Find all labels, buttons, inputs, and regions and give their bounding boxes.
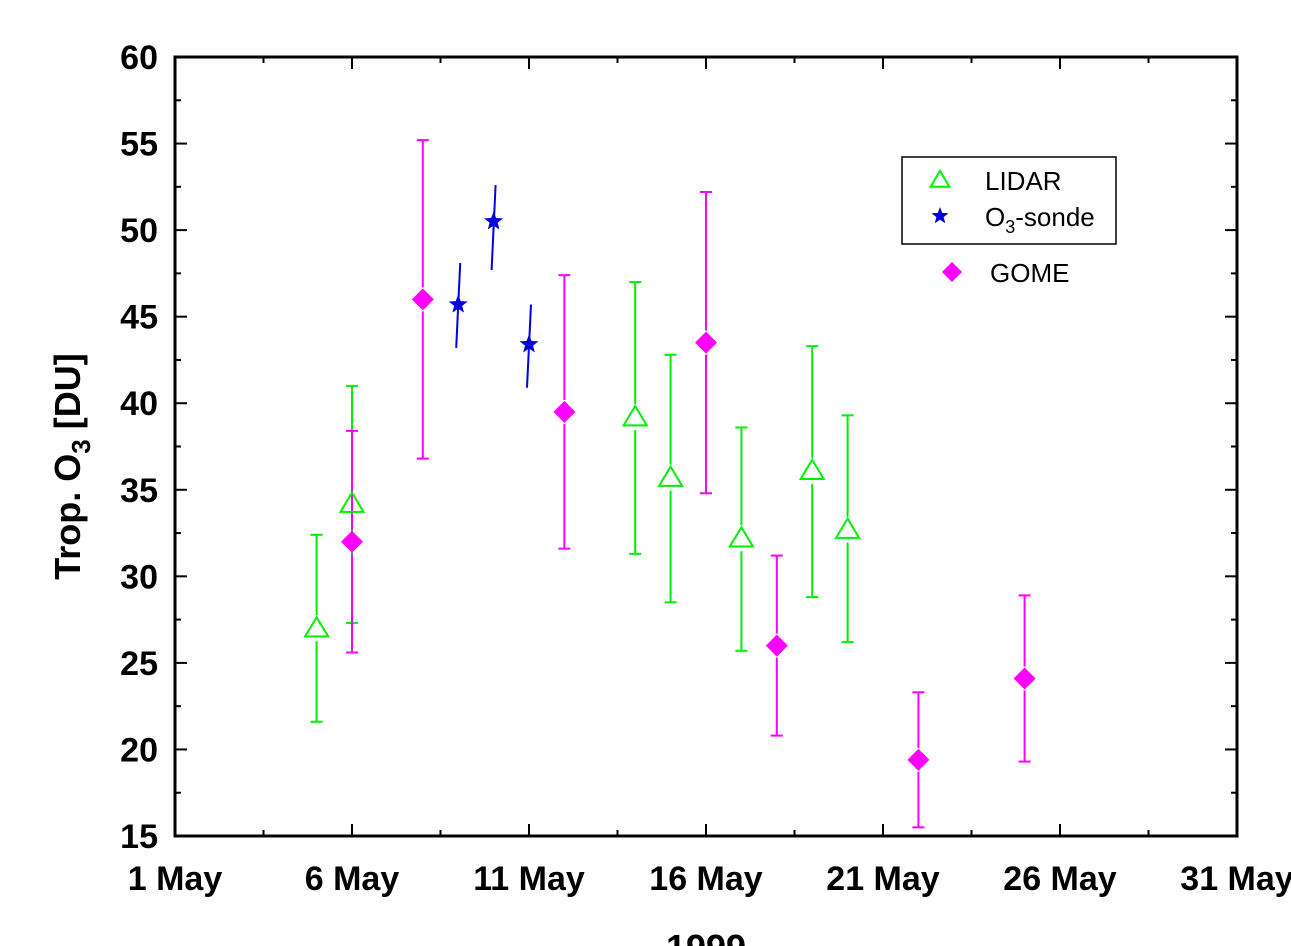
- axis-ticks: [174, 56, 1238, 837]
- x-tick-label: 31 May: [1180, 860, 1291, 898]
- y-tick-label: 35: [120, 472, 158, 510]
- lidar-point: [621, 404, 649, 427]
- lidar-point: [834, 516, 861, 539]
- tick-labels: 15 20 25 30 35 40 45 50 55 60 1 May 6 May 11 May 16 M…: [120, 39, 1291, 898]
- x-tick-label: 1 May: [128, 860, 223, 898]
- lidar-point: [338, 490, 366, 513]
- gome-point: [907, 748, 930, 771]
- y-axis-title-subscript: 3: [66, 439, 96, 453]
- legend-symbol-o3-sonde: [931, 207, 949, 224]
- x-tick-label: 16 May: [649, 860, 762, 898]
- o3-sonde-point: [484, 211, 504, 230]
- gome-point: [695, 331, 717, 354]
- legend-label-o3-suffix: -sonde: [1015, 202, 1095, 232]
- gome-point: [1013, 667, 1036, 690]
- gome-point: [765, 634, 788, 657]
- y-tick-label: 50: [120, 212, 158, 250]
- gome-point: [553, 400, 576, 423]
- x-axis-title: 1999: [666, 927, 746, 946]
- o3-sonde-error-bar: [490, 185, 497, 270]
- gome-point: [341, 530, 363, 553]
- o3-sonde-point: [519, 334, 539, 353]
- y-tick-label: 60: [120, 39, 158, 77]
- lidar-point: [303, 615, 330, 638]
- y-tick-label: 25: [120, 645, 158, 683]
- y-tick-label: 30: [120, 558, 158, 596]
- lidar-point: [798, 457, 826, 480]
- legend-symbol-lidar: [928, 169, 952, 188]
- legend-symbol-gome: [942, 262, 962, 282]
- legend-label-o3-sonde: O3-sonde: [985, 202, 1095, 237]
- y-axis-title-suffix: [DU]: [47, 353, 88, 439]
- legend-entries: [928, 169, 962, 282]
- y-tick-label: 45: [120, 299, 158, 337]
- y-axis-title-main: Trop. O: [47, 454, 88, 580]
- data-markers: [303, 211, 1036, 771]
- legend-label-lidar: LIDAR: [985, 166, 1062, 196]
- legend-label-o3-main: O: [985, 202, 1005, 232]
- lidar-point: [657, 464, 684, 487]
- legend-box: [901, 156, 1117, 245]
- y-tick-label: 55: [120, 126, 158, 164]
- legend-label-gome: GOME: [990, 258, 1069, 288]
- gome-point: [411, 288, 434, 311]
- x-tick-label: 21 May: [826, 860, 939, 898]
- lidar-point: [728, 525, 755, 548]
- x-tick-label: 26 May: [1003, 860, 1116, 898]
- o3-sonde-point: [448, 294, 468, 313]
- y-tick-label: 40: [120, 385, 158, 423]
- x-tick-label: 6 May: [305, 860, 400, 898]
- y-axis-title: Trop. O3 [DU]: [47, 353, 96, 579]
- x-tick-label: 11 May: [473, 860, 585, 898]
- y-tick-label: 20: [120, 731, 158, 769]
- y-tick-label: 15: [120, 818, 158, 856]
- legend-label-o3-subscript: 3: [1005, 217, 1015, 237]
- legend: LIDAR O3-sonde GOME: [901, 156, 1117, 288]
